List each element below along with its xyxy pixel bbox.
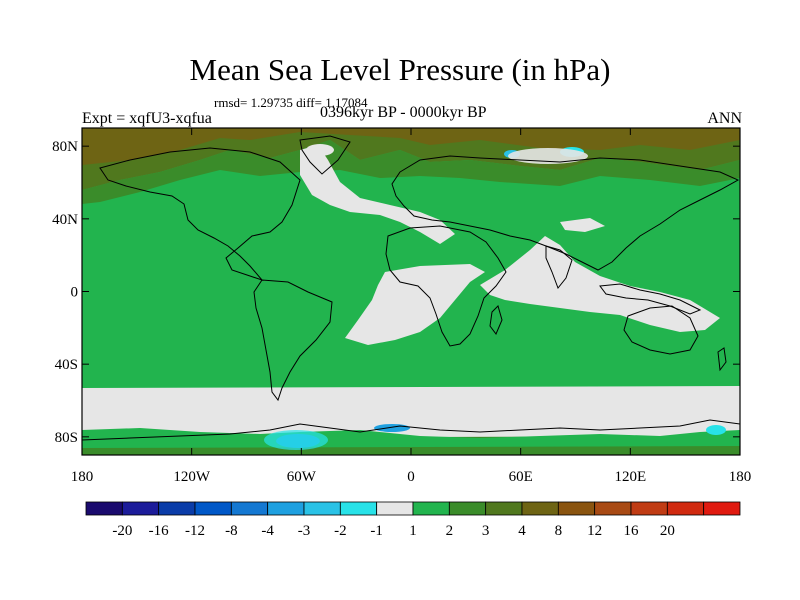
colorbar-swatch — [267, 501, 305, 516]
colorbar-swatch — [485, 501, 523, 516]
colorbar-swatch — [121, 501, 160, 516]
colorbar-swatch — [303, 501, 341, 516]
colorbar-label: 12 — [587, 523, 602, 539]
field-tibet-near-zero — [560, 218, 605, 232]
field-north-atlantic-near-zero — [300, 145, 455, 244]
coast-madagascar — [489, 305, 503, 335]
longitude-axis: 180 120W 60W 0 60E 120E 180 — [71, 128, 752, 485]
lat-tick-label: 80N — [52, 139, 78, 155]
lat-tick-label: 0 — [71, 285, 79, 301]
colorbar-label: 2 — [446, 523, 454, 539]
colorbar-swatch — [85, 501, 123, 516]
colorbar: -20 -16 -12 -8 -4 -3 -2 -1 1 2 3 4 8 12 16 20 — [85, 501, 741, 539]
coast-antarctica — [82, 419, 740, 441]
colorbar-swatch — [230, 501, 269, 516]
field-weddell-negative — [374, 424, 410, 432]
rmsd-diff-stats: rmsd= 1.29735 diff= 1.17084 — [214, 95, 368, 110]
colorbar-swatch — [412, 501, 450, 516]
lon-tick-label: 180 — [729, 469, 752, 485]
field-antarctic-negative-cyan — [264, 430, 328, 450]
experiment-label: Expt = xqfU3-xqfua — [82, 110, 212, 127]
field-arctic-4-8 — [82, 128, 740, 165]
map-title: Mean Sea Level Pressure (in hPa) — [189, 52, 611, 87]
colorbar-swatch — [703, 501, 741, 516]
colorbar-swatch — [666, 501, 705, 516]
colorbar-label: -2 — [334, 523, 347, 539]
colorbar-label: -1 — [370, 523, 383, 539]
field-arctic-2-3 — [82, 140, 740, 204]
lon-tick-label: 0 — [407, 469, 415, 485]
field-arctic-near-zero-2 — [306, 144, 334, 156]
period-label: 0396kyr BP - 0000kyr BP — [320, 104, 487, 121]
coast-greenland — [299, 135, 351, 175]
colorbar-swatch — [376, 501, 414, 516]
colorbar-label: 8 — [555, 523, 563, 539]
field-indian-pacific-near-zero — [480, 236, 720, 332]
colorbar-label: -20 — [112, 523, 132, 539]
colorbar-swatch — [630, 501, 668, 516]
colorbar-label: -3 — [298, 523, 311, 539]
colorbar-swatch — [521, 501, 559, 516]
colorbar-swatch — [448, 501, 487, 516]
lon-tick-label: 60W — [287, 469, 317, 485]
coast-africa — [385, 225, 507, 347]
colorbar-label: 4 — [518, 523, 526, 539]
coast-europe-asia — [391, 155, 740, 271]
coastlines — [82, 135, 740, 441]
latitude-axis: 80N 40N 0 40S 80S — [52, 139, 740, 446]
lat-tick-label: 40S — [55, 357, 78, 373]
season-label: ANN — [707, 110, 742, 127]
colorbar-label: 16 — [624, 523, 640, 539]
pressure-field — [82, 128, 740, 455]
lon-tick-label: 180 — [71, 469, 94, 485]
colorbar-label: -12 — [185, 523, 205, 539]
lat-tick-label: 80S — [55, 430, 78, 446]
coast-maritime — [599, 283, 702, 315]
colorbar-swatch — [594, 501, 632, 516]
field-rosssea-negative — [706, 425, 726, 435]
colorbar-label: -16 — [149, 523, 169, 539]
coast-north-america — [99, 147, 301, 282]
lon-tick-label: 60E — [509, 469, 533, 485]
colorbar-label: 20 — [660, 523, 675, 539]
colorbar-swatch — [339, 501, 378, 516]
colorbar-label: -8 — [225, 523, 238, 539]
field-southern-ocean-near-zero — [82, 386, 740, 440]
colorbar-label: 3 — [482, 523, 490, 539]
coast-australia — [623, 305, 699, 355]
lat-tick-label: 40N — [52, 212, 78, 228]
colorbar-swatch — [194, 501, 232, 516]
lon-tick-label: 120W — [173, 469, 211, 485]
coast-new-zealand — [717, 347, 727, 372]
field-tropical-atlantic-near-zero — [345, 264, 485, 345]
coast-india — [545, 245, 573, 289]
colorbar-label: 1 — [409, 523, 417, 539]
field-antarctic-1-2 — [82, 428, 740, 448]
lon-tick-label: 120E — [614, 469, 646, 485]
coast-south-america — [253, 279, 333, 402]
colorbar-swatch — [158, 501, 196, 516]
colorbar-swatch — [557, 501, 596, 516]
colorbar-label: -4 — [261, 523, 274, 539]
